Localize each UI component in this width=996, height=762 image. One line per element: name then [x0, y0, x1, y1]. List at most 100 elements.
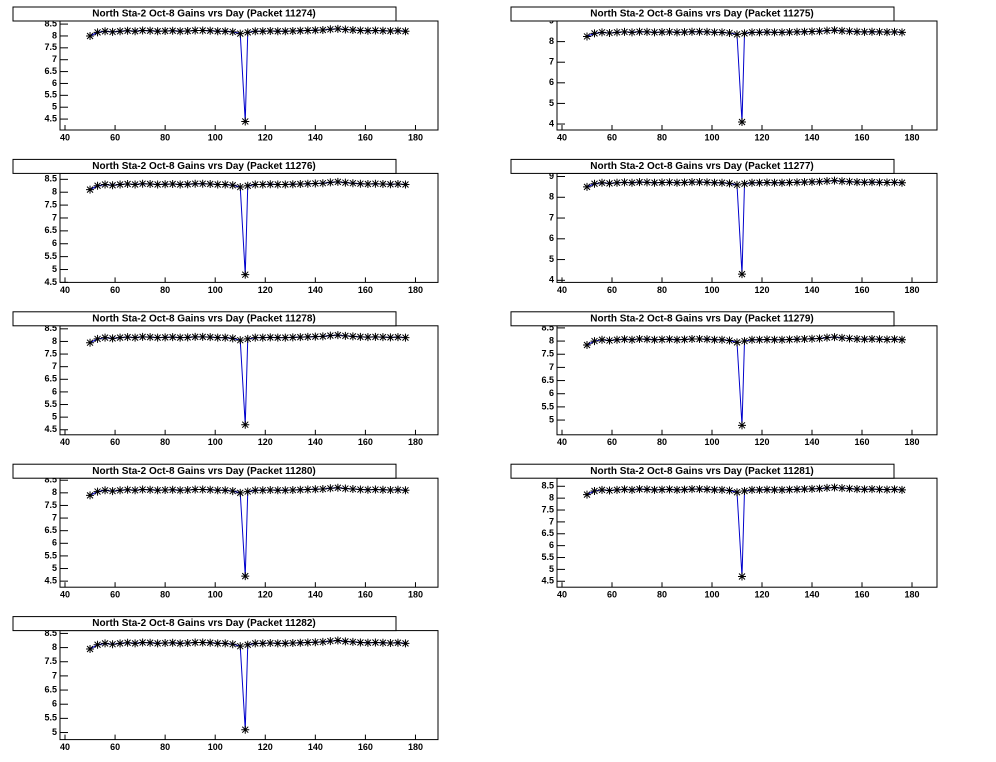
- x-tick-label: 80: [657, 132, 667, 142]
- data-point: [800, 27, 809, 36]
- data-point: [583, 182, 591, 191]
- data-point: [665, 485, 674, 494]
- data-point: [725, 179, 734, 188]
- data-point: [363, 333, 372, 342]
- title-box: [510, 463, 895, 479]
- data-point: [101, 639, 110, 648]
- data-point: [273, 27, 282, 36]
- data-point: [318, 26, 327, 35]
- data-point: [883, 485, 891, 494]
- y-tick-label: 6: [52, 538, 57, 548]
- title-box: [12, 463, 397, 479]
- y-tick-label: 5.5: [44, 251, 57, 261]
- data-point: [875, 335, 884, 344]
- data-point: [605, 336, 614, 345]
- data-point: [123, 485, 132, 494]
- chart-title: North Sta-2 Oct-8 Gains vrs Day (Packet …: [92, 161, 315, 172]
- data-point: [740, 337, 749, 346]
- data-point: [176, 639, 185, 648]
- data-point: [356, 179, 365, 188]
- data-point: [176, 333, 185, 342]
- x-tick-label: 80: [657, 437, 667, 447]
- data-group: [86, 636, 410, 734]
- data-point: [281, 486, 290, 495]
- data-point: [740, 487, 749, 496]
- data-point: [333, 24, 342, 33]
- data-point: [153, 180, 162, 189]
- data-point: [590, 487, 599, 496]
- data-point: [808, 27, 816, 36]
- data-point: [86, 491, 95, 500]
- data-point: [658, 178, 666, 187]
- data-point: [688, 485, 696, 494]
- x-tick-label: 100: [208, 437, 223, 447]
- data-point: [198, 26, 207, 35]
- data-point: [793, 178, 801, 187]
- data-point: [356, 485, 365, 494]
- data-point: [755, 178, 764, 187]
- data-point: [583, 32, 591, 41]
- data-point: [221, 180, 230, 189]
- data-point: [93, 487, 102, 496]
- data-point: [236, 336, 245, 345]
- data-point: [718, 28, 726, 37]
- data-point: [138, 638, 147, 647]
- data-point: [296, 638, 305, 647]
- data-point: [808, 177, 816, 186]
- data-point: [590, 179, 599, 188]
- data-point: [401, 27, 410, 36]
- data-point: [598, 335, 606, 344]
- data-point: [823, 177, 831, 186]
- data-point: [393, 333, 402, 342]
- data-point: [108, 487, 117, 496]
- y-tick-label: 5.5: [541, 401, 554, 411]
- x-tick-label: 60: [607, 437, 617, 447]
- data-point: [191, 26, 200, 35]
- data-point: [356, 638, 365, 647]
- data-point: [860, 335, 869, 344]
- chart-title: North Sta-2 Oct-8 Gains vrs Day (Packet …: [590, 9, 813, 20]
- x-tick-label: 140: [308, 285, 323, 295]
- data-point: [131, 27, 140, 36]
- data-point: [703, 27, 711, 36]
- data-point: [785, 178, 794, 187]
- plot-frame: [556, 172, 938, 283]
- data-point: [590, 29, 599, 38]
- y-tick-label: 5.5: [44, 550, 57, 560]
- x-tick-label: 120: [754, 132, 769, 142]
- x-tick-label: 120: [258, 590, 273, 600]
- data-point: [860, 178, 869, 187]
- data-point: [613, 178, 621, 187]
- data-point: [793, 485, 801, 494]
- y-tick-label: 7.5: [44, 500, 57, 510]
- y-tick-label: 8: [52, 642, 57, 652]
- title-box: [12, 311, 397, 327]
- data-point: [341, 178, 350, 187]
- data-point: [266, 486, 275, 495]
- data-point: [101, 333, 110, 342]
- y-tick-label: 7: [52, 54, 57, 64]
- data-point: [755, 28, 764, 37]
- data-point: [221, 333, 230, 342]
- title-box: [12, 6, 397, 22]
- data-point: [146, 179, 155, 188]
- y-tick-label: 6.5: [541, 375, 554, 385]
- data-point: [168, 485, 177, 494]
- data-point: [890, 335, 899, 344]
- data-point: [348, 26, 357, 35]
- data-point: [613, 485, 621, 494]
- data-point: [710, 485, 719, 494]
- data-point: [371, 332, 380, 341]
- x-tick-label: 160: [358, 285, 373, 295]
- data-point: [770, 28, 779, 37]
- chart-title: North Sta-2 Oct-8 Gains vrs Day (Packet …: [92, 466, 315, 477]
- data-point: [763, 178, 771, 187]
- data-point: [281, 27, 290, 36]
- y-tick-label: 4.5: [541, 576, 554, 586]
- data-point: [605, 486, 614, 495]
- data-point: [363, 485, 372, 494]
- data-point: [146, 26, 155, 35]
- data-point: [695, 27, 704, 36]
- data-point: [748, 178, 756, 187]
